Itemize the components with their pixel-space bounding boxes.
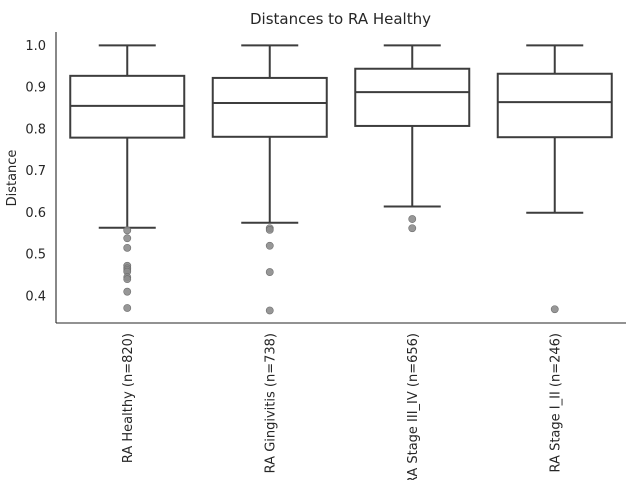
outlier-point [123, 275, 132, 284]
outlier-point [408, 215, 417, 223]
outlier-point [123, 287, 132, 296]
outlier-point [408, 224, 417, 233]
y-tick-label: 0.6 [25, 206, 46, 221]
box-iqr [354, 67, 471, 127]
box-iqr [496, 72, 613, 139]
chart-title: Distances to RA Healthy [250, 10, 431, 28]
plot-area: 0.4 0.5 0.6 0.7 0.8 0.9 1.0 RA Healthy (n=820) R… [25, 32, 626, 484]
box-iqr [211, 76, 328, 138]
outlier-point [123, 234, 132, 243]
y-tick-label: 0.7 [25, 164, 46, 179]
x-tick-label: RA Healthy (n=820) [121, 333, 136, 463]
outlier-point [123, 304, 132, 312]
outlier-point [123, 226, 132, 235]
y-tick-label: 0.8 [25, 122, 46, 137]
outlier-point [265, 225, 274, 234]
outlier-point [265, 306, 274, 315]
outlier-point [265, 241, 274, 250]
outlier-point [265, 268, 274, 276]
y-axis-label: Distance [5, 150, 20, 207]
x-tick-label: RA Stage I_II (n=246) [548, 333, 563, 472]
outlier-point [123, 243, 132, 252]
y-tick-label: 0.9 [25, 81, 46, 96]
y-tick-label: 0.5 [25, 248, 46, 263]
y-tick-label: 0.4 [25, 289, 46, 304]
x-tick-label: RA Stage III_IV (n=656) [406, 333, 421, 480]
y-tick-label: 1.0 [25, 39, 46, 54]
x-tick-label: RA Gingivitis (n=738) [263, 333, 278, 473]
outlier-point [550, 305, 559, 314]
